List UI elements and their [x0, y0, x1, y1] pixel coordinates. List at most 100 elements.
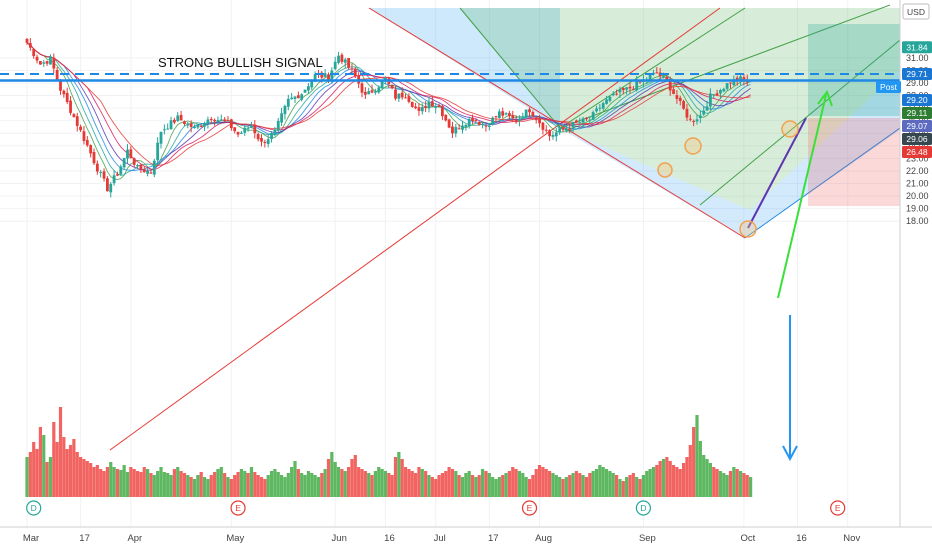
volume-bar [531, 475, 535, 497]
volume-bar [179, 471, 183, 497]
volume-bar [397, 452, 401, 497]
candle-body [564, 128, 568, 131]
volume-bar [99, 469, 103, 497]
volume-bar [146, 469, 150, 497]
volume-bar [102, 471, 106, 497]
candle-body [106, 178, 109, 192]
candle-body [156, 142, 160, 161]
candle-body [551, 135, 555, 137]
volume-bar [477, 475, 481, 497]
price-badge-label: 29.71 [906, 69, 928, 79]
candle-body [260, 137, 263, 142]
candle-body [286, 98, 290, 107]
volume-bar [625, 477, 629, 497]
candle-body [186, 123, 190, 126]
candle-body [441, 106, 444, 117]
candle-body [173, 119, 176, 123]
candle-body [55, 69, 59, 80]
event-marker[interactable] [830, 500, 846, 516]
volume-bar [621, 481, 625, 497]
candle-body [290, 97, 294, 100]
volume-bar [574, 471, 578, 497]
candle-body [581, 118, 585, 123]
volume-bar [594, 469, 599, 497]
volume-bar [507, 471, 511, 497]
volume-bar [223, 473, 227, 497]
candle-body [477, 121, 481, 125]
candle-body [196, 124, 200, 128]
volume-bar [95, 465, 99, 497]
candle-body [588, 119, 592, 121]
candle-body [662, 76, 665, 78]
volume-bar [504, 473, 508, 497]
y-tick-label: 22.00 [906, 166, 929, 176]
volume-bar [685, 457, 689, 497]
candle-body [675, 95, 679, 99]
candle-body [179, 114, 183, 121]
event-marker[interactable] [521, 500, 538, 516]
volume-bar [182, 473, 187, 497]
horizontal-levels [0, 73, 900, 82]
candle-body [340, 54, 344, 62]
volume-bar [414, 473, 418, 497]
event-marker-label: E [235, 503, 241, 513]
candle-body [323, 73, 327, 78]
currency-label: USD [907, 7, 925, 17]
candle-body [273, 129, 277, 135]
candle-body [709, 93, 712, 107]
volume-bar [159, 467, 163, 497]
volume-bar [286, 473, 290, 497]
candle-body [601, 103, 605, 109]
volume-bar [236, 472, 240, 497]
candle-body [169, 120, 173, 130]
candle-body [280, 113, 283, 123]
volume-bar [216, 469, 220, 497]
volume-bar [320, 473, 324, 497]
volume-bar [460, 477, 465, 497]
price-badge-label: 29.11 [907, 108, 928, 118]
candle-body [136, 165, 139, 167]
volume-bar [239, 469, 243, 497]
volume-bar [618, 479, 622, 497]
candle-body [62, 90, 66, 95]
candle-body [199, 126, 203, 128]
candle-body [725, 83, 729, 89]
volume-bar [65, 449, 69, 497]
candle-body [363, 91, 367, 95]
candle-body [625, 87, 629, 90]
volume-bar [584, 477, 589, 497]
volume-bar [615, 475, 619, 497]
candle-body [313, 74, 317, 82]
candle-body [417, 107, 421, 111]
event-marker[interactable] [230, 500, 246, 516]
candle-body [568, 128, 572, 130]
candle-body [628, 86, 632, 89]
volume-bar [283, 477, 287, 497]
candle-body [504, 113, 508, 115]
volume-bar [732, 467, 736, 497]
price-axis-background [900, 0, 932, 527]
event-marker[interactable] [26, 500, 42, 516]
candle-body [665, 76, 669, 81]
candle-body [337, 55, 340, 63]
volume-bar [403, 467, 408, 497]
candle-body [109, 183, 113, 193]
candle-body [82, 131, 86, 141]
candle-body [434, 106, 438, 108]
price-badge [902, 133, 932, 146]
volume-bar [296, 469, 300, 497]
candle-body [183, 121, 186, 125]
candle-body [648, 74, 652, 81]
candle-body [695, 119, 699, 122]
candle-body [293, 96, 297, 99]
event-marker-label: E [835, 503, 841, 513]
currency-badge[interactable] [902, 3, 930, 20]
volume-bar [467, 471, 471, 497]
event-marker[interactable] [635, 500, 652, 516]
x-tick-label: Mar [23, 533, 39, 544]
volume-bar [192, 479, 197, 497]
price-badge [902, 120, 932, 133]
volume-bar [558, 477, 562, 497]
volume-bars [25, 407, 753, 497]
